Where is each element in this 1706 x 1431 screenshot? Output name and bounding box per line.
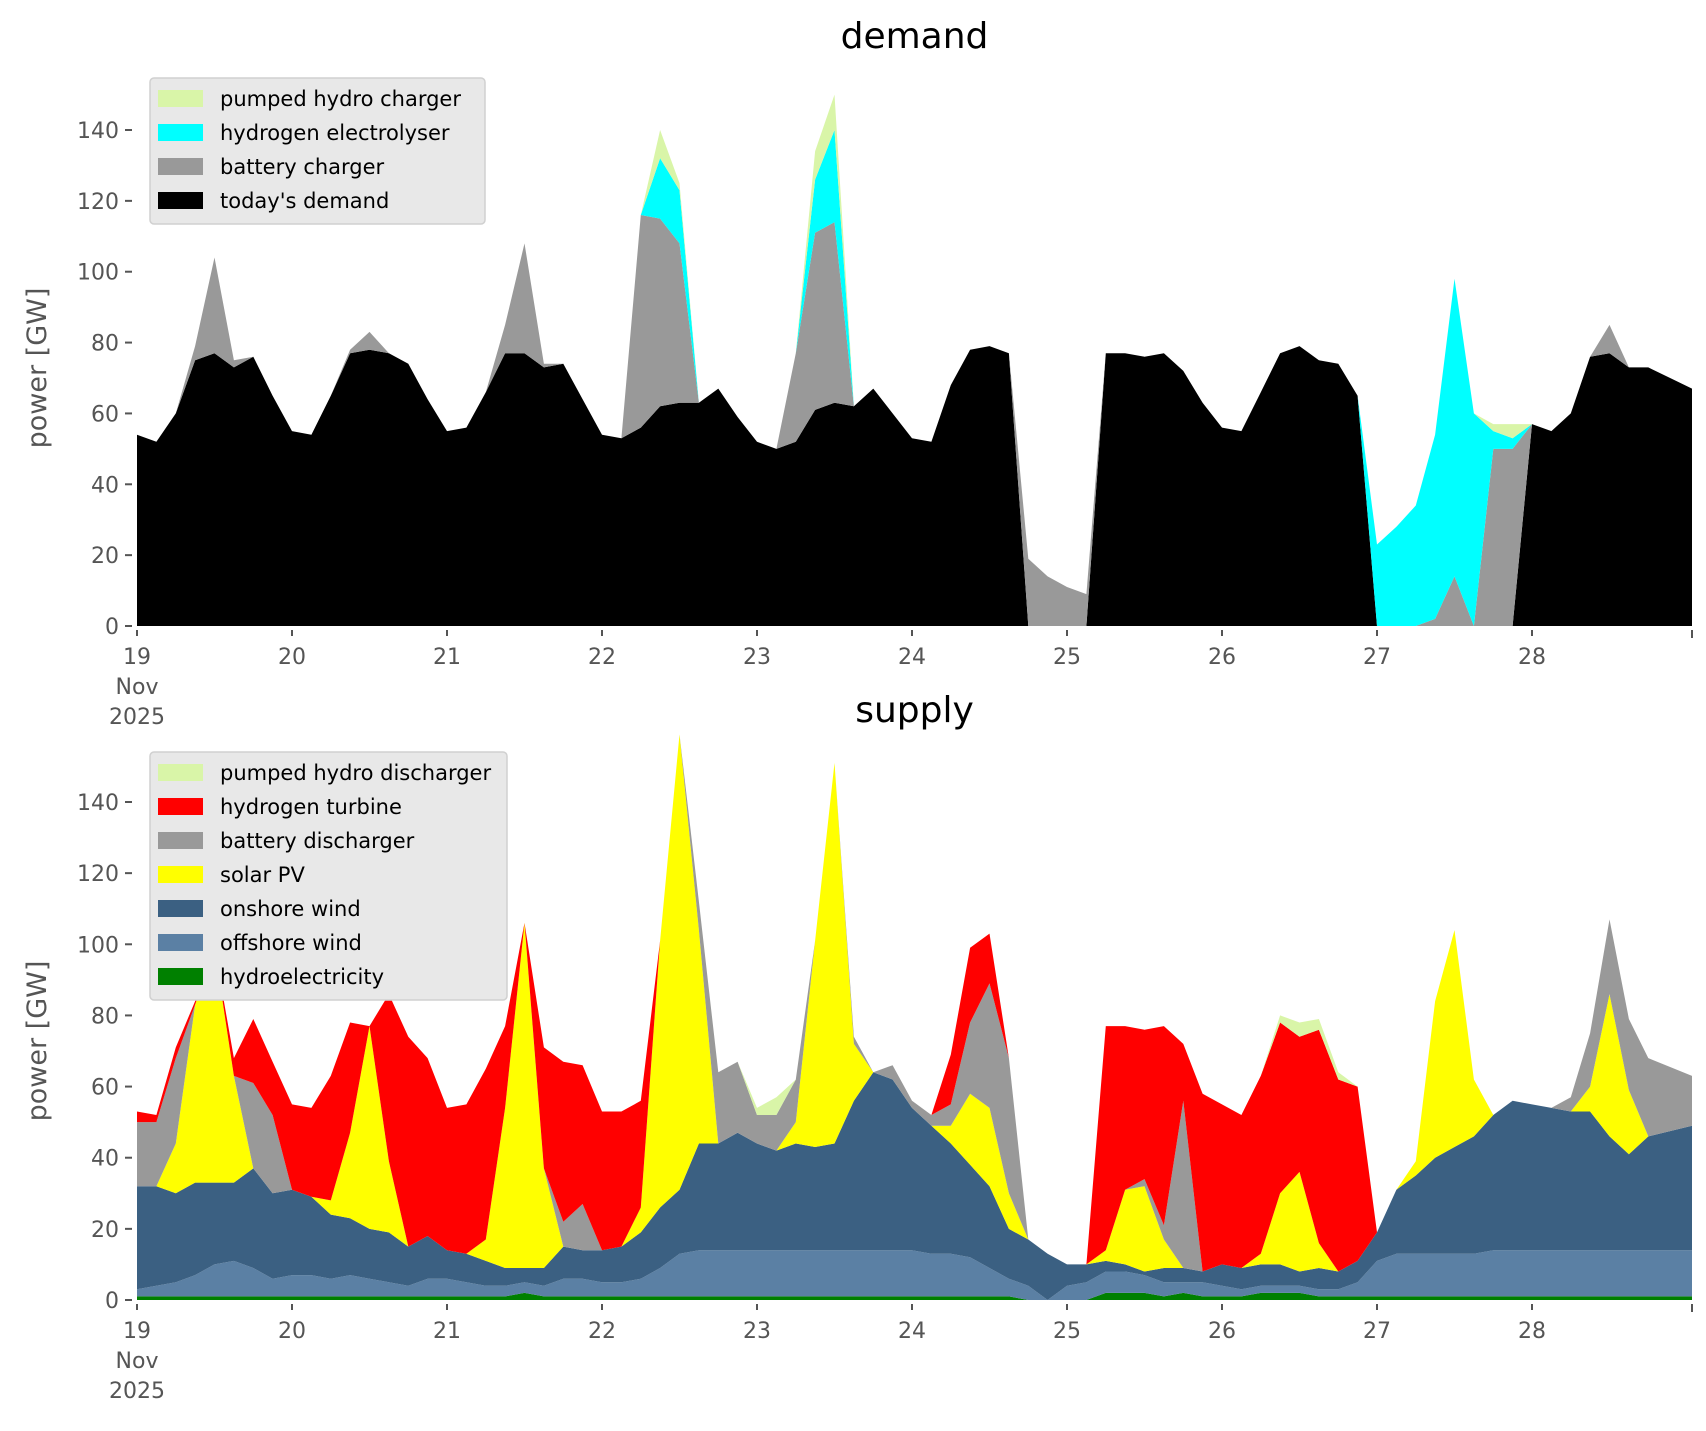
x-tick-label: 20 [278,1319,306,1344]
legend-swatch [158,192,203,209]
x-tick-label: 24 [898,645,926,670]
legend-swatch [158,764,203,781]
x-tick-label: 24 [898,1319,926,1344]
y-tick-label: 60 [91,1076,119,1101]
area-hydroelectricity [137,1292,1692,1300]
legend-label: solar PV [220,863,305,887]
stacked-areas [137,734,1692,1300]
y-axis-label: power [GW] [22,961,53,1122]
x-tick-label: 28 [1518,645,1546,670]
x-tick-label: 21 [433,1319,461,1344]
x-tick-label: 23 [743,645,771,670]
y-tick-label: 0 [105,615,119,640]
legend-label: offshore wind [220,931,362,955]
legend-swatch [158,934,203,951]
legend-box [149,77,486,225]
legend-label: pumped hydro charger [220,87,461,111]
chart-title: supply [855,690,974,731]
x-tick-label: 27 [1363,1319,1391,1344]
x-tick-label: 26 [1208,645,1236,670]
legend-label: today's demand [220,189,389,213]
x-tick-label: 19 [123,1319,151,1344]
y-tick-label: 40 [91,1147,119,1172]
area-hydrogen-turbine [137,734,1692,1272]
y-tick-label: 120 [77,190,119,215]
area-onshore-wind [137,1072,1692,1300]
x-tick-label: 21 [433,645,461,670]
legend: pumped hydro charger hydrogen electrolyse… [149,77,486,225]
x-tick-label: 23 [743,1319,771,1344]
x-tick-label: 27 [1363,645,1391,670]
legend-swatch [158,900,203,917]
legend-label: hydroelectricity [220,965,384,989]
area-offshore-wind [137,1250,1692,1300]
y-tick-label: 140 [77,791,119,816]
y-tick-label: 40 [91,473,119,498]
legend-label: pumped hydro discharger [220,761,491,785]
x-tick-sublabel: Nov [116,675,159,700]
legend-label: battery charger [220,155,385,179]
x-tick-sublabel: Nov [116,1349,159,1374]
legend-swatch [158,798,203,815]
legend-swatch [158,832,203,849]
y-tick-label: 80 [91,332,119,357]
legend-swatch [158,158,203,175]
stacked-areas [137,94,1692,626]
chart-title: demand [841,16,989,57]
y-tick-label: 20 [91,1218,119,1243]
y-axis-label: power [GW] [22,288,53,449]
y-tick-label: 20 [91,544,119,569]
x-tick-label: 22 [588,645,616,670]
y-tick-label: 80 [91,1004,119,1029]
area-battery-charger [137,215,1692,626]
legend: pumped hydro discharger hydrogen turbine b… [149,751,508,1001]
x-tick-label: 25 [1053,645,1081,670]
x-tick-label: 25 [1053,1319,1081,1344]
legend-label: battery discharger [220,829,415,853]
x-tick-label: 22 [588,1319,616,1344]
y-tick-label: 100 [77,261,119,286]
y-tick-label: 100 [77,933,119,958]
x-tick-label: 20 [278,645,306,670]
legend-swatch [158,968,203,985]
legend-swatch [158,90,203,107]
x-tick-label: 19 [123,645,151,670]
y-tick-label: 60 [91,402,119,427]
chart-panel-demand: demand 0 20 40 60 80 100 120 140 power [GW] 19 20 21… [22,16,1693,730]
legend-box [149,751,508,1001]
x-tick-label: 26 [1208,1319,1236,1344]
area-today-s-demand [137,346,1692,626]
y-tick-label: 0 [105,1289,119,1314]
y-tick-label: 140 [77,119,119,144]
legend-label: onshore wind [220,897,361,921]
legend-label: hydrogen turbine [220,795,402,819]
y-tick-label: 120 [77,862,119,887]
legend-swatch [158,866,203,883]
x-tick-label: 28 [1518,1319,1546,1344]
chart-panel-supply: supply 0 20 40 60 80 100 120 140 power [GW] 19 20 21… [22,690,1693,1404]
x-tick-sublabel: 2025 [109,705,165,730]
legend-label: hydrogen electrolyser [220,121,450,145]
area-solar-pv [137,734,1692,1272]
x-tick-sublabel: 2025 [109,1379,165,1404]
legend-swatch [158,124,203,141]
